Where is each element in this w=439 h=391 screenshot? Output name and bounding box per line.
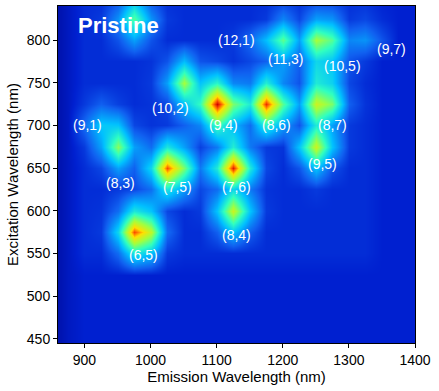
svg-text:Emission Wavelength (nm): Emission Wavelength (nm) — [147, 368, 326, 385]
svg-text:(8,4): (8,4) — [222, 227, 251, 243]
svg-text:1000: 1000 — [135, 352, 166, 368]
svg-text:Excitation Wavelength (nm): Excitation Wavelength (nm) — [4, 83, 21, 266]
svg-text:(12,1): (12,1) — [218, 32, 255, 48]
svg-text:700: 700 — [27, 117, 51, 133]
svg-text:500: 500 — [27, 288, 51, 304]
svg-text:(7,5): (7,5) — [163, 179, 192, 195]
svg-text:(7,6): (7,6) — [222, 179, 251, 195]
svg-text:800: 800 — [27, 32, 51, 48]
svg-text:(9,4): (9,4) — [209, 117, 238, 133]
svg-text:(10,5): (10,5) — [324, 58, 361, 74]
svg-text:750: 750 — [27, 75, 51, 91]
svg-text:(8,3): (8,3) — [106, 175, 135, 191]
svg-text:1400: 1400 — [399, 352, 430, 368]
svg-text:(11,3): (11,3) — [268, 51, 304, 67]
svg-text:550: 550 — [27, 245, 51, 261]
svg-text:650: 650 — [27, 160, 51, 176]
svg-text:Pristine: Pristine — [78, 13, 159, 38]
svg-text:900: 900 — [73, 352, 97, 368]
svg-text:(9,5): (9,5) — [308, 156, 337, 172]
svg-text:(8,6): (8,6) — [262, 117, 291, 133]
svg-text:1300: 1300 — [333, 352, 364, 368]
svg-text:(6,5): (6,5) — [129, 247, 158, 263]
svg-text:(9,7): (9,7) — [377, 41, 406, 57]
svg-text:1200: 1200 — [267, 352, 298, 368]
svg-text:600: 600 — [27, 203, 51, 219]
svg-text:450: 450 — [27, 331, 51, 347]
svg-text:(8,7): (8,7) — [318, 117, 347, 133]
svg-text:(9,1): (9,1) — [73, 117, 102, 133]
svg-text:1100: 1100 — [202, 352, 232, 368]
svg-text:(10,2): (10,2) — [152, 100, 189, 116]
